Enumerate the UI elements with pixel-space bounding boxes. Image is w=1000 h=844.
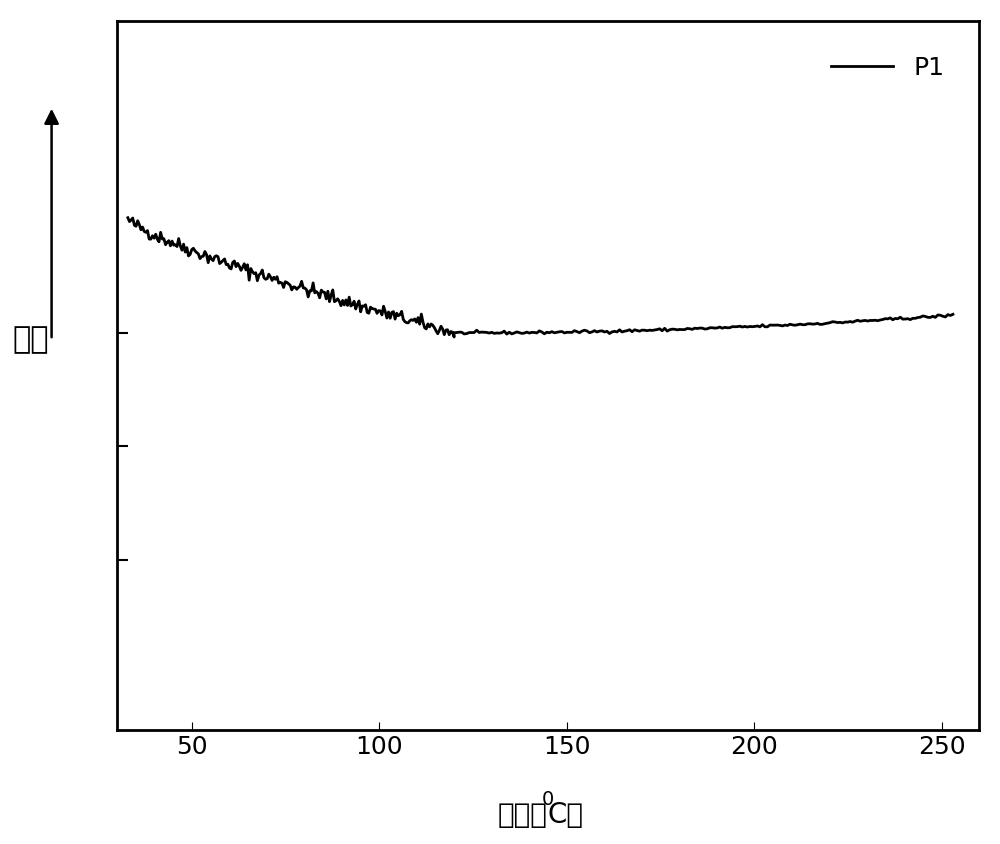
P1 [201,250,213,260]
Text: C）: C） [548,801,584,829]
P1 [671,325,683,335]
P1 [335,300,347,311]
Line: P1: P1 [128,218,953,337]
Legend: P1: P1 [821,46,954,89]
Text: 放热: 放热 [12,326,49,354]
P1 [381,313,393,323]
P1 [578,325,590,335]
P1 [947,309,959,319]
Text: 温度（: 温度（ [498,801,548,829]
P1 [676,325,688,335]
P1 [122,213,134,223]
Text: 0: 0 [542,791,554,809]
P1 [448,332,460,342]
